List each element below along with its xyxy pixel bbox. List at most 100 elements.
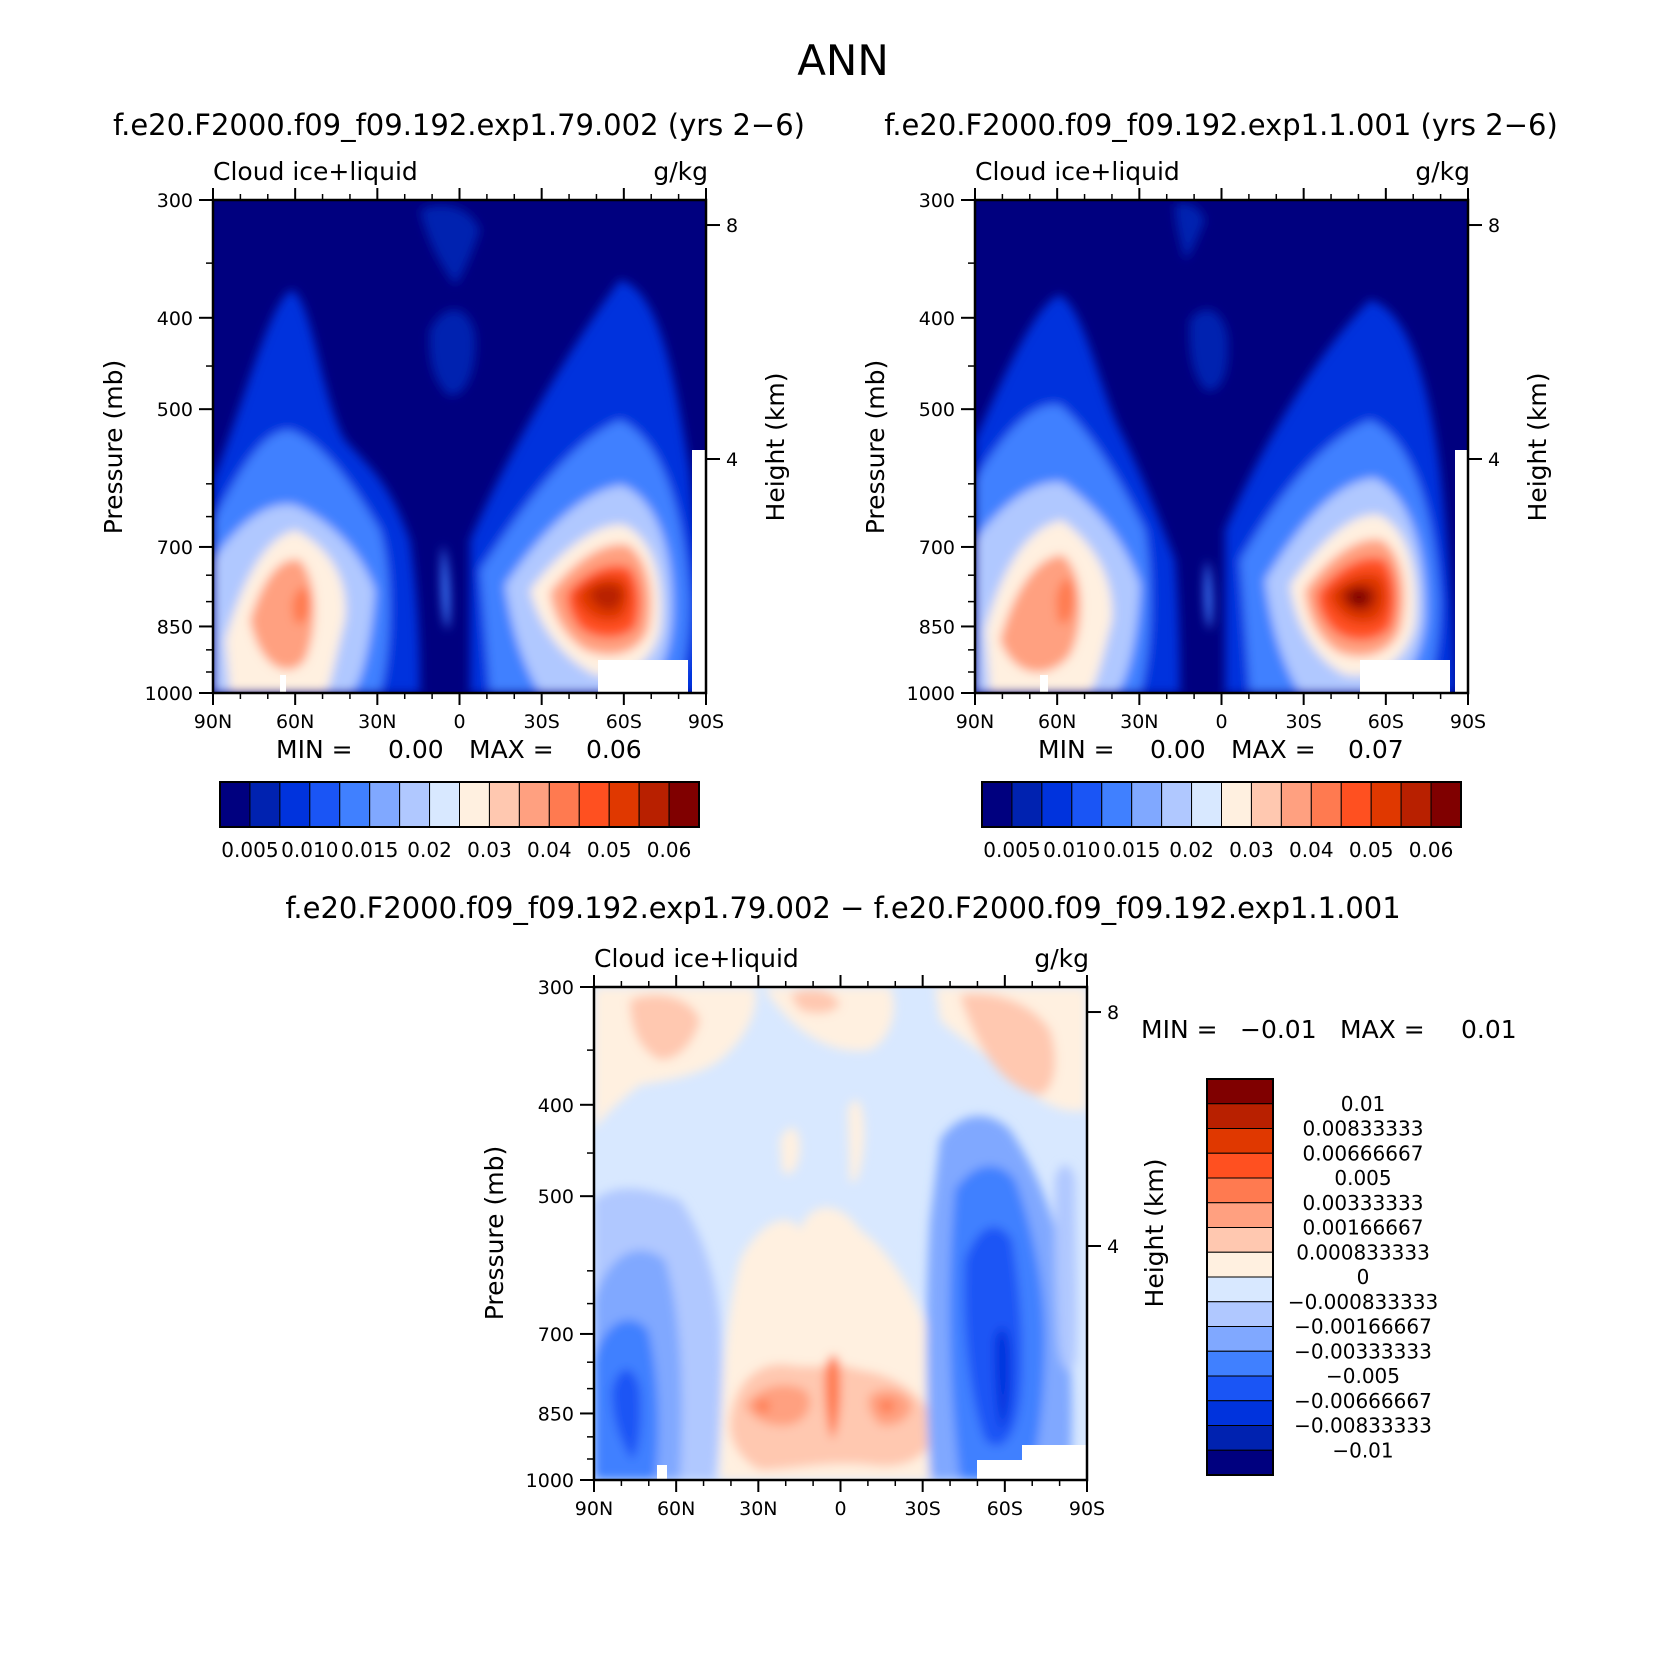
colorbar-label: −0.00666667 (1294, 1389, 1432, 1413)
panel-1-plot-area (213, 200, 706, 693)
panel-1-variable-label: Cloud ice+liquid (213, 157, 418, 186)
x-tick-label: 30S (905, 1498, 941, 1520)
colorbar-label: 0.015 (341, 838, 398, 862)
colorbar-swatch (1206, 1227, 1274, 1253)
colorbar-swatch (1206, 1202, 1274, 1228)
colorbar-swatch (1310, 781, 1342, 828)
colorbar-label: 0.06 (1409, 838, 1454, 862)
y-tick-label: 400 (157, 308, 193, 330)
colorbar-swatch (488, 781, 520, 828)
colorbar-swatch (1011, 781, 1043, 828)
y-tick-label: 1000 (526, 1470, 574, 1492)
y2-tick-label: 4 (1107, 1236, 1119, 1258)
colorbar-label: 0.03 (1229, 838, 1274, 862)
y-tick-label: 500 (919, 399, 955, 421)
colorbar-swatch (1206, 1301, 1274, 1327)
y-tick-label: 500 (157, 399, 193, 421)
y-tick-label: 850 (538, 1403, 574, 1425)
panel-1-min-value: 0.00 (388, 735, 444, 764)
panel-2-y2label: Height (km) (1523, 373, 1552, 522)
x-tick-label: 90N (194, 711, 232, 733)
panel-1-min-label: MIN = (276, 735, 353, 764)
x-tick-label: 90S (1069, 1498, 1105, 1520)
colorbar-swatch (638, 781, 670, 828)
panel-2-max-value: 0.07 (1348, 735, 1404, 764)
colorbar-label: 0.05 (587, 838, 632, 862)
colorbar-swatch (1250, 781, 1282, 828)
panel-2-variable-label: Cloud ice+liquid (975, 157, 1180, 186)
y-tick-label: 300 (157, 190, 193, 212)
panel-3-min-value: −0.01 (1240, 1015, 1317, 1044)
x-tick-label: 0 (1215, 711, 1227, 733)
panel-3-max-label: MAX = (1340, 1015, 1425, 1044)
colorbar-label: −0.00333333 (1294, 1339, 1432, 1363)
panel-1-y2label: Height (km) (761, 373, 790, 522)
panel-3-min-label: MIN = (1141, 1015, 1218, 1044)
panel-1-max-label: MAX = (469, 735, 554, 764)
panel-2: f.e20.F2000.f09_f09.192.exp1.1.001 (yrs … (861, 108, 1558, 862)
colorbar-swatch (608, 781, 640, 828)
colorbar-swatch (668, 781, 700, 828)
colorbar-swatch (1340, 781, 1372, 828)
panel-3-units-label: g/kg (1034, 944, 1089, 973)
x-tick-label: 30S (524, 711, 560, 733)
panel-2-max-label: MAX = (1231, 735, 1316, 764)
colorbar-swatch (1161, 781, 1193, 828)
colorbar-swatch (981, 781, 1013, 828)
colorbar-swatch (1131, 781, 1163, 828)
x-tick-label: 60S (606, 711, 642, 733)
colorbar-frame (1206, 1078, 1274, 1476)
y-tick-label: 700 (157, 537, 193, 559)
x-tick-label: 90S (688, 711, 724, 733)
colorbar-label: −0.005 (1326, 1364, 1400, 1388)
x-tick-label: 60N (276, 711, 314, 733)
colorbar-swatch (339, 781, 371, 828)
x-tick-label: 0 (834, 1498, 846, 1520)
panel-1-ylabel: Pressure (mb) (99, 360, 128, 534)
y2-tick-label: 4 (1488, 449, 1500, 471)
y2-tick-label: 8 (1488, 215, 1500, 237)
colorbar-label: 0.02 (1169, 838, 1214, 862)
x-tick-label: 60S (987, 1498, 1023, 1520)
colorbar-swatch (219, 781, 251, 828)
colorbar-swatch (1206, 1078, 1274, 1105)
colorbar-swatch (1206, 1177, 1274, 1204)
panel-3-ylabel: Pressure (mb) (480, 1146, 509, 1320)
colorbar-swatch (1071, 781, 1103, 828)
colorbar-swatch (518, 781, 550, 828)
colorbar-label: 0.03 (467, 838, 512, 862)
colorbar-swatch (1206, 1152, 1274, 1179)
colorbar-label: 0.005 (983, 838, 1040, 862)
panel-1-units-label: g/kg (653, 157, 708, 186)
x-tick-label: 30S (1286, 711, 1322, 733)
x-tick-label: 30N (358, 711, 396, 733)
colorbar-swatch (1101, 781, 1133, 828)
x-tick-label: 60N (1038, 711, 1076, 733)
panel-3-y2label: Height (km) (1140, 1159, 1169, 1308)
colorbar-swatch (1206, 1103, 1274, 1129)
x-tick-label: 60S (1368, 711, 1404, 733)
panel-3-variable-label: Cloud ice+liquid (594, 944, 799, 973)
panel-3-plot-area (594, 987, 1087, 1480)
colorbar-swatch (1206, 1128, 1274, 1154)
colorbar-swatch (459, 781, 490, 828)
x-tick-label: 0 (453, 711, 465, 733)
colorbar-swatch (1206, 1375, 1274, 1402)
colorbar-swatch (1206, 1350, 1274, 1377)
panel-2-units-label: g/kg (1415, 157, 1470, 186)
y2-tick-label: 8 (1107, 1002, 1119, 1024)
panel-3: f.e20.F2000.f09_f09.192.exp1.79.002 − f.… (285, 891, 1516, 1520)
colorbar-swatch (369, 781, 401, 828)
colorbar-swatch (1206, 1276, 1274, 1303)
panel-2-min-value: 0.00 (1150, 735, 1206, 764)
panel-2-ylabel: Pressure (mb) (861, 360, 890, 534)
panel-2-min-label: MIN = (1038, 735, 1115, 764)
y-tick-label: 500 (538, 1186, 574, 1208)
panel-1: f.e20.F2000.f09_f09.192.exp1.79.002 (yrs… (99, 108, 805, 862)
y2-tick-label: 4 (726, 449, 738, 471)
colorbar-swatch (548, 781, 580, 828)
colorbar-swatch (279, 781, 311, 828)
colorbar-label: 0.015 (1103, 838, 1160, 862)
colorbar-swatch (1191, 781, 1222, 828)
